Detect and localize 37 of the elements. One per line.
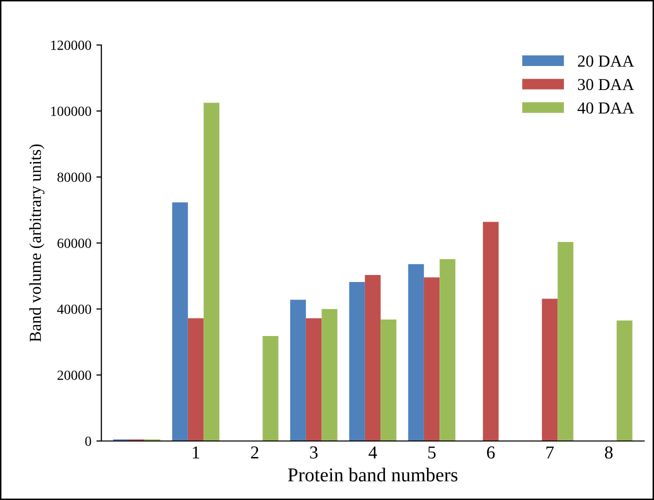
y-tick-label: 0 <box>85 436 92 446</box>
bar <box>290 300 306 441</box>
y-tick-label: 80000 <box>57 172 92 182</box>
x-tick-label: 8 <box>604 446 613 459</box>
x-tick-label: 4 <box>368 446 378 458</box>
bar <box>322 309 338 441</box>
bar <box>172 202 188 441</box>
y-tick-label: 120000 <box>51 40 92 50</box>
bar <box>408 264 424 441</box>
x-tick-label: 1 <box>192 446 200 458</box>
y-tick-label: 20000 <box>58 370 92 380</box>
bar <box>616 320 632 441</box>
bar <box>204 102 220 441</box>
x-tick-label: 6 <box>487 446 495 459</box>
bar <box>306 318 322 441</box>
bar <box>542 298 558 441</box>
bar <box>262 336 278 441</box>
legend-label: 20 DAA <box>578 55 634 67</box>
y-tick-label: 100000 <box>51 106 92 116</box>
bar <box>558 242 574 441</box>
legend-label: 30 DAA <box>578 78 634 90</box>
x-tick-label: 7 <box>546 446 554 458</box>
legend-label: 40 DAA <box>578 102 634 114</box>
y-tick-label: 60000 <box>58 238 92 248</box>
bar <box>380 320 396 441</box>
x-tick-label: 5 <box>428 446 436 459</box>
x-axis-title: Protein band numbers <box>288 468 458 482</box>
bar <box>424 277 440 441</box>
x-tick-label: 3 <box>310 446 318 459</box>
bar <box>482 222 499 441</box>
y-tick-label: 40000 <box>57 304 92 314</box>
bar <box>364 275 381 441</box>
x-tick-label: 2 <box>251 446 258 458</box>
y-axis-title: Band volume (arbitrary units) <box>29 144 44 342</box>
bar <box>188 318 204 441</box>
bar <box>349 282 365 441</box>
bar <box>440 259 456 441</box>
